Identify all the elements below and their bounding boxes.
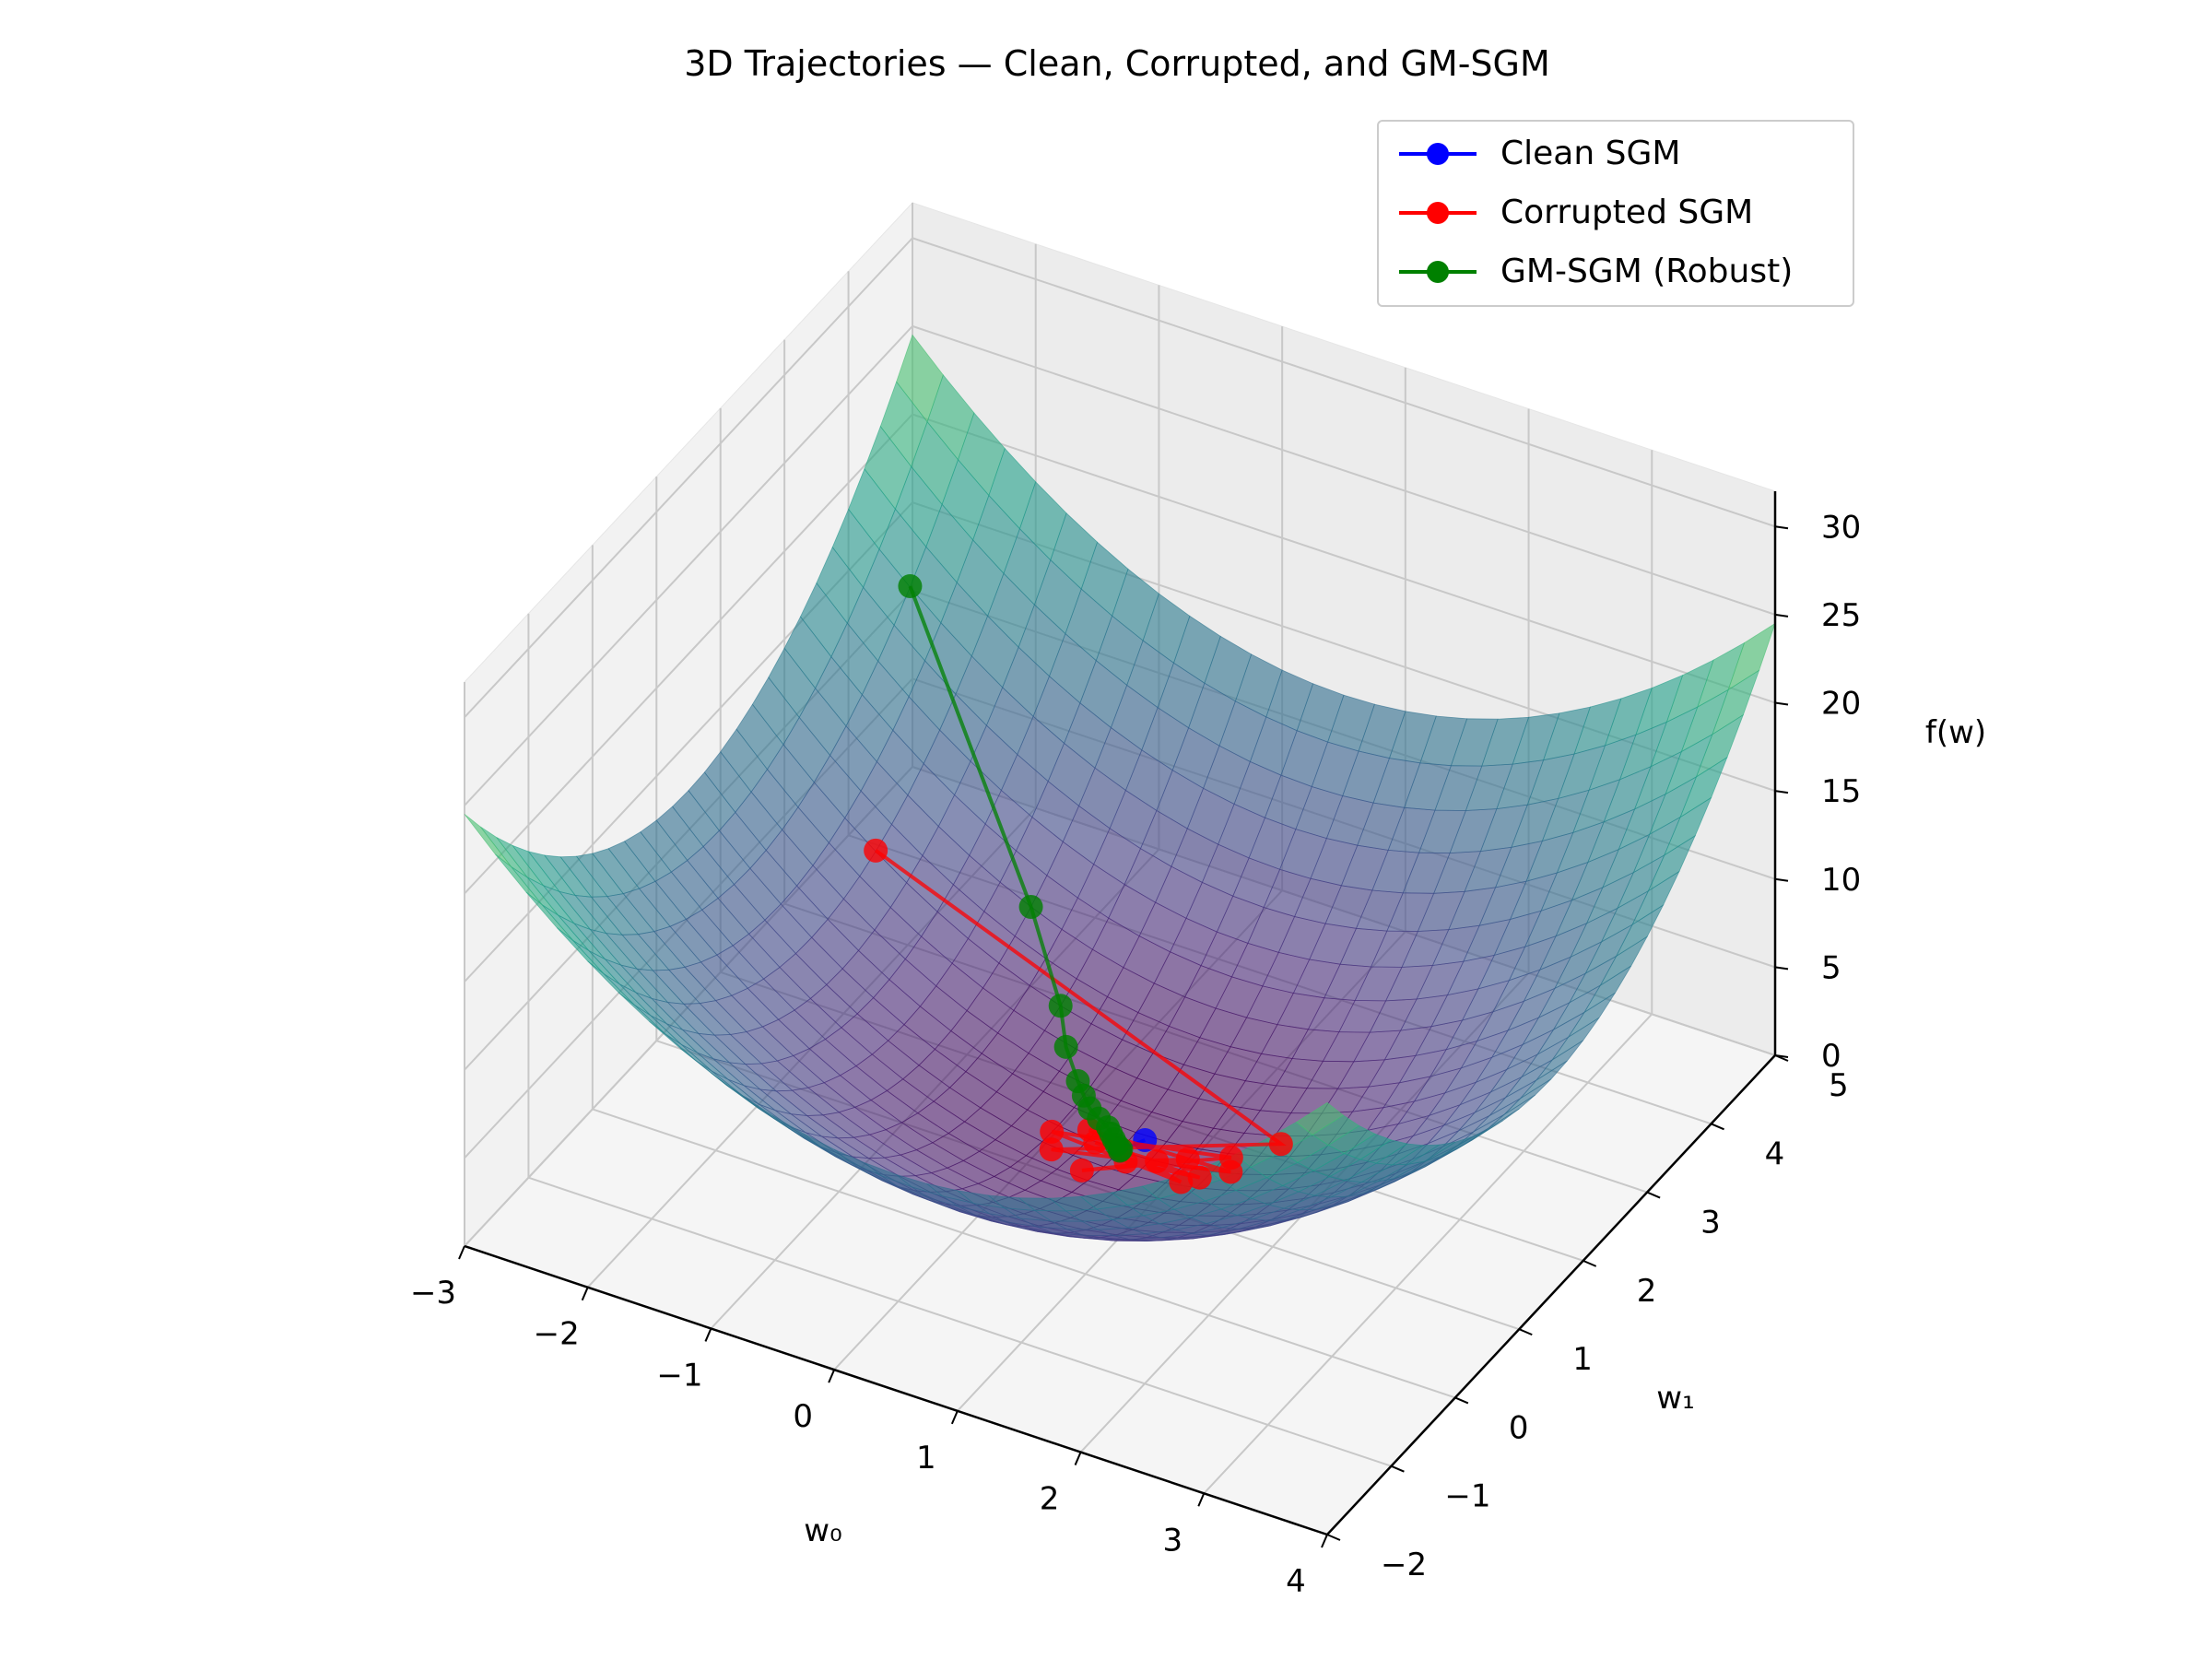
x-tick-label: 1	[916, 1440, 936, 1477]
legend-label-gmsgm: GM-SGM (Robust)	[1500, 253, 1794, 290]
chart-title: 3D Trajectories — Clean, Corrupted, and …	[684, 43, 1550, 84]
x-axis-line	[464, 1244, 1328, 1536]
corrupted-sgm-point	[1069, 1158, 1094, 1182]
x-tick	[581, 1287, 589, 1301]
grid-line-y	[592, 1108, 1456, 1399]
corrupted-sgm-point	[1175, 1147, 1200, 1171]
y-tick-label: 2	[1637, 1273, 1657, 1310]
corrupted-sgm-point	[864, 838, 888, 863]
x-tick-label: 3	[1162, 1522, 1182, 1559]
z-tick	[1774, 1054, 1789, 1058]
y-tick	[1583, 1259, 1597, 1267]
gm-sgm-robust-point	[1048, 994, 1073, 1018]
y-tick	[1518, 1328, 1533, 1336]
x-tick-label: −3	[410, 1275, 456, 1312]
x-tick	[950, 1410, 959, 1425]
x-tick	[828, 1369, 836, 1383]
legend-label-clean: Clean SGM	[1500, 135, 1681, 172]
surface-plot	[464, 334, 1776, 1242]
trajectories	[864, 574, 1293, 1194]
y-tick-label: 0	[1509, 1409, 1529, 1446]
y-tick	[1646, 1191, 1661, 1199]
x-axis-label: w₀	[804, 1512, 841, 1549]
gm-sgm-robust-point	[1018, 894, 1043, 919]
corrupted-sgm-point	[1218, 1146, 1243, 1171]
z-tick-label: 30	[1821, 509, 1861, 546]
y-tick-label: 5	[1829, 1067, 1849, 1104]
grid-line-z	[912, 324, 1776, 616]
grid-line-z	[464, 237, 913, 718]
x-tick-label: −2	[534, 1316, 580, 1353]
y-tick	[1711, 1123, 1724, 1131]
x-tick	[1197, 1492, 1206, 1507]
z-tick-label: 0	[1821, 1038, 1841, 1075]
corrupted-sgm-point	[1039, 1137, 1064, 1162]
gm-sgm-robust-point	[1108, 1138, 1132, 1163]
grid-line-z	[912, 237, 1776, 528]
legend-marker-gmsgm	[1427, 261, 1449, 283]
z-tick	[1774, 790, 1789, 794]
corrupted-sgm-point	[1268, 1132, 1293, 1157]
z-tick	[1774, 877, 1789, 882]
gm-sgm-robust-point	[898, 574, 923, 599]
y-tick-label: 4	[1765, 1135, 1785, 1172]
corrupted-sgm-point	[1040, 1119, 1065, 1144]
z-tick	[1774, 701, 1789, 706]
x-tick	[458, 1245, 465, 1260]
y-tick-label: 3	[1700, 1205, 1721, 1241]
legend-item-corrupted: Corrupted SGM	[1379, 184, 1853, 240]
corrupted-sgm-point	[1145, 1149, 1170, 1174]
corrupted-sgm-point	[1169, 1170, 1194, 1194]
legend-label-corrupted: Corrupted SGM	[1500, 194, 1754, 231]
grid-line-z	[912, 413, 1776, 704]
legend-item-gmsgm: GM-SGM (Robust)	[1379, 243, 1853, 299]
z-axis-label: f(w)	[1925, 714, 1986, 751]
gm-sgm-robust-point	[1053, 1034, 1078, 1059]
x-tick	[1321, 1534, 1328, 1548]
y-tick-label: −1	[1444, 1478, 1490, 1515]
legend: Clean SGM Corrupted SGM GM-SGM (Robust)	[1377, 120, 1854, 307]
x-tick	[704, 1328, 712, 1342]
grid-line-z	[464, 413, 913, 895]
y-tick	[1391, 1465, 1405, 1473]
y-tick-label: 1	[1572, 1341, 1593, 1378]
z-tick-label: 5	[1821, 949, 1841, 986]
x-tick-label: 4	[1286, 1563, 1306, 1600]
y-tick	[1326, 1534, 1341, 1541]
legend-marker-clean	[1427, 143, 1449, 165]
x-tick-label: 0	[793, 1398, 813, 1435]
y-axis-label: w₁	[1656, 1380, 1694, 1417]
surface-patch	[1295, 1101, 1345, 1135]
grid-line-z	[464, 325, 913, 806]
x-tick-label: −1	[656, 1357, 702, 1394]
grid-line-y	[528, 1176, 1392, 1467]
corrupted-sgm-point	[1187, 1165, 1212, 1190]
y-axis-line	[1326, 1054, 1776, 1535]
z-tick-label: 10	[1821, 862, 1861, 899]
legend-marker-corrupted	[1427, 202, 1449, 224]
x-tick-label: 2	[1040, 1481, 1060, 1518]
legend-item-clean: Clean SGM	[1379, 125, 1853, 181]
z-tick-label: 25	[1821, 597, 1861, 634]
axes-lines	[458, 491, 1789, 1548]
z-tick-label: 20	[1821, 686, 1861, 723]
z-tick	[1774, 525, 1789, 530]
x-tick	[1074, 1452, 1082, 1465]
y-tick	[1454, 1396, 1469, 1405]
z-tick	[1774, 613, 1789, 618]
z-tick	[1774, 966, 1789, 971]
z-tick-label: 15	[1821, 773, 1861, 810]
grid-line-x	[1203, 1013, 1653, 1494]
y-tick-label: −2	[1381, 1547, 1427, 1583]
